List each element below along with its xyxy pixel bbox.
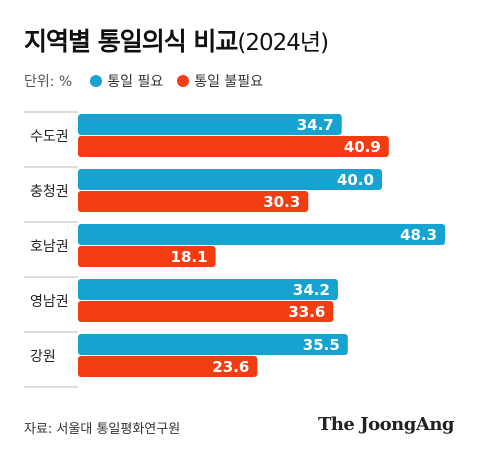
bar-needed xyxy=(78,279,338,300)
category-label: 호남권 xyxy=(30,239,69,255)
category-label: 수도권 xyxy=(30,129,69,145)
legend-item-needed: 통일 필요 xyxy=(90,71,163,91)
legend-item-not-needed: 통일 불필요 xyxy=(177,71,263,91)
legend: 단위: % 통일 필요 통일 불필요 xyxy=(24,71,277,91)
data-label: 33.6 xyxy=(288,303,325,321)
legend-dot-not-needed xyxy=(177,75,190,87)
bar-not-needed xyxy=(78,191,309,212)
bar-not-needed xyxy=(78,136,389,157)
legend-dot-needed xyxy=(90,75,103,87)
unit-label: 단위: % xyxy=(24,74,73,90)
bar-not-needed xyxy=(78,356,258,377)
chart-title-main: 지역별 통일의식 비교 xyxy=(24,27,238,56)
data-label: 34.7 xyxy=(297,116,334,134)
source-note: 자료: 서울대 통일평화연구원 xyxy=(24,422,181,437)
data-label: 23.6 xyxy=(212,358,249,376)
bar-chart: 수도권 34.7 40.9 충청권 40.0 30.3 호남권 48.3 18.1 영남권 34.2… xyxy=(24,111,446,388)
data-label: 34.2 xyxy=(293,281,330,299)
legend-label-needed: 통일 필요 xyxy=(107,74,164,90)
bar-needed xyxy=(78,334,348,355)
legend-label-not-needed: 통일 불필요 xyxy=(194,74,264,90)
bar-not-needed xyxy=(78,246,216,267)
chart-title-year: (2024년) xyxy=(237,30,329,56)
data-label: 30.3 xyxy=(263,193,300,211)
data-label: 40.0 xyxy=(337,171,374,189)
category-label: 영남권 xyxy=(30,294,69,310)
data-label: 18.1 xyxy=(171,248,208,266)
bar-needed xyxy=(78,224,446,245)
bar-needed xyxy=(78,169,382,190)
chart-title: 지역별 통일의식 비교(2024년) xyxy=(24,22,329,58)
bar-needed xyxy=(78,114,342,135)
brand-logo: The JoongAng xyxy=(317,414,455,435)
data-label: 48.3 xyxy=(400,226,437,244)
category-label: 강원 xyxy=(30,349,56,365)
category-label: 충청권 xyxy=(30,184,69,200)
bar-not-needed xyxy=(78,301,334,322)
data-label: 40.9 xyxy=(344,138,381,156)
data-label: 35.5 xyxy=(303,336,340,354)
